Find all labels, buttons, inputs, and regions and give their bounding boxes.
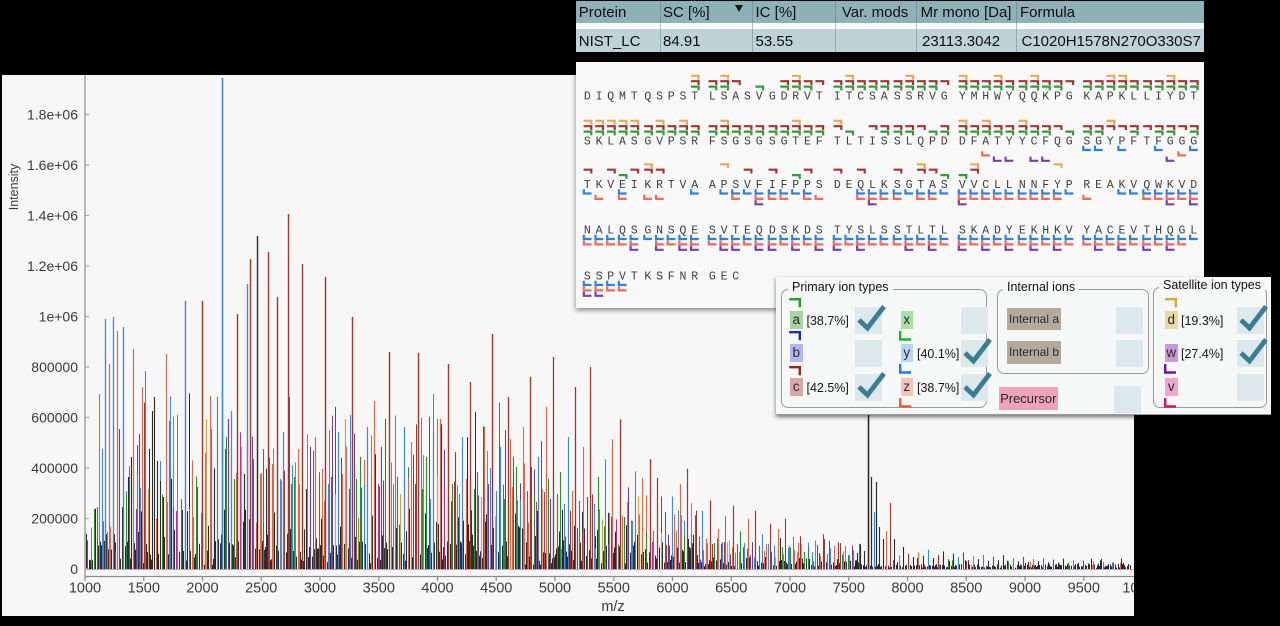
svg-text:7500: 7500 xyxy=(833,581,865,597)
svg-text:400000: 400000 xyxy=(31,460,78,476)
svg-text:3500: 3500 xyxy=(363,581,395,597)
svg-text:8500: 8500 xyxy=(950,581,982,597)
svg-text:SKLASGVPSRFSGSGSGTEFTLTISSLQPD: SKLASGVPSRFSGSGSGTEFTLTISSLQPDDFATYYCFQG… xyxy=(584,135,1197,148)
svg-text:1000: 1000 xyxy=(69,581,101,597)
svg-text:600000: 600000 xyxy=(31,409,78,425)
svg-text:TKVEIKRTVAAPSVFIFPPSDEQLKSGTAS: TKVEIKRTVAAPSVFIFPPSDEQLKSGTASVVCLLNNFYP… xyxy=(584,179,1197,192)
svg-text:2000: 2000 xyxy=(186,581,218,597)
svg-text:800000: 800000 xyxy=(31,359,78,375)
svg-text:7000: 7000 xyxy=(774,581,806,597)
svg-text:m/z: m/z xyxy=(601,599,624,615)
svg-text:4000: 4000 xyxy=(421,581,453,597)
svg-text:9000: 9000 xyxy=(1009,581,1041,597)
svg-text:5500: 5500 xyxy=(598,581,630,597)
svg-text:6500: 6500 xyxy=(715,581,747,597)
svg-text:1e+06: 1e+06 xyxy=(39,308,79,324)
svg-text:Intensity: Intensity xyxy=(7,163,21,210)
svg-text:NALQSGNSQESVTEQDSKDSTYSLSSTLTL: NALQSGNSQESVTEQDSKDSTYSLSSTLTLSKADYEKHKV… xyxy=(584,224,1197,237)
svg-text:1.4e+06: 1.4e+06 xyxy=(27,207,78,223)
svg-text:0: 0 xyxy=(70,561,78,577)
svg-text:1.6e+06: 1.6e+06 xyxy=(27,157,78,173)
svg-text:9500: 9500 xyxy=(1068,581,1100,597)
svg-text:1.2e+06: 1.2e+06 xyxy=(27,258,78,274)
svg-text:5000: 5000 xyxy=(539,581,571,597)
svg-text:1500: 1500 xyxy=(128,581,160,597)
svg-text:3000: 3000 xyxy=(304,581,336,597)
svg-text:6000: 6000 xyxy=(656,581,688,597)
svg-text:8000: 8000 xyxy=(891,581,923,597)
svg-text:200000: 200000 xyxy=(31,510,78,526)
svg-text:1.8e+06: 1.8e+06 xyxy=(27,106,78,122)
svg-text:DIQMTQSPSTLSASVGDRVTITCSASSRVG: DIQMTQSPSTLSASVGDRVTITCSASSRVGYMHWYQQKPG… xyxy=(584,90,1197,103)
svg-text:10000: 10000 xyxy=(1122,581,1134,597)
svg-text:4500: 4500 xyxy=(480,581,512,597)
svg-text:2500: 2500 xyxy=(245,581,277,597)
